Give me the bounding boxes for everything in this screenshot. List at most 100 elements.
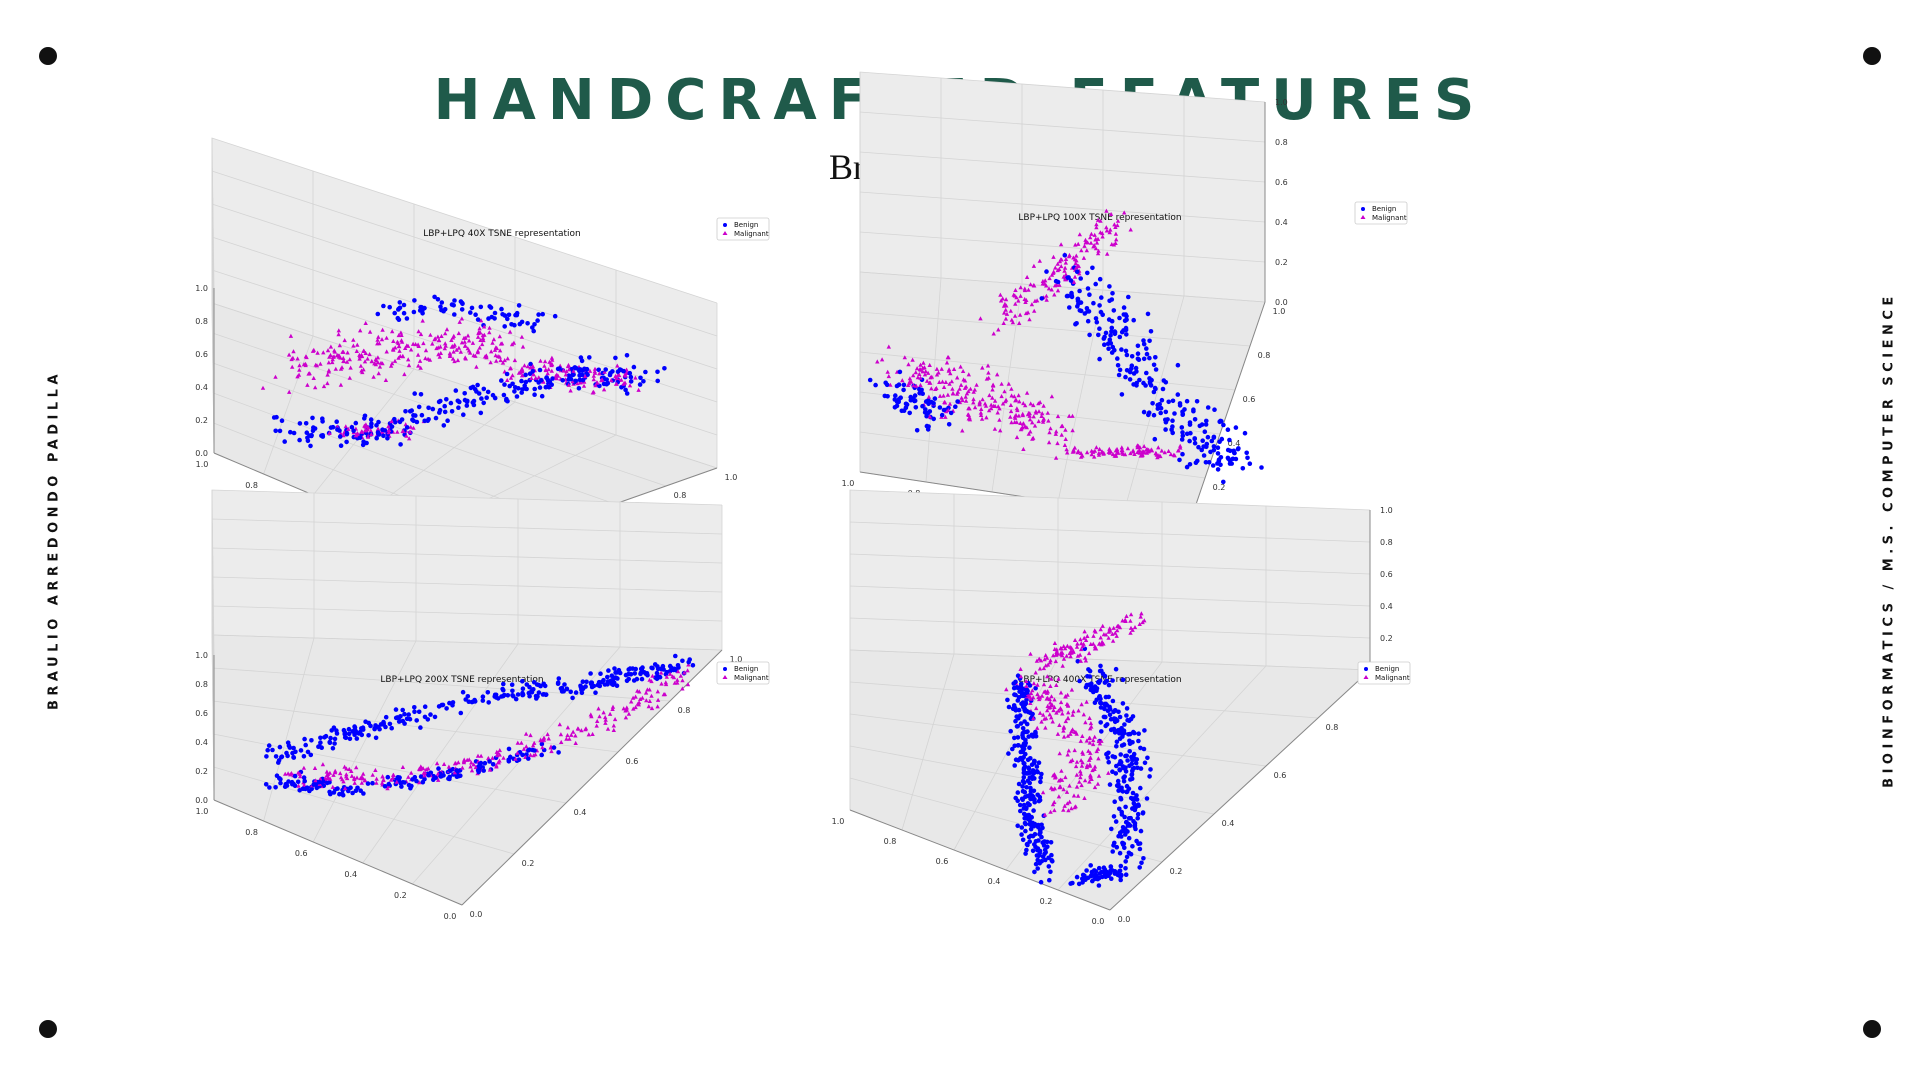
malignant-point bbox=[1094, 225, 1099, 230]
benign-point bbox=[1132, 824, 1138, 830]
benign-point bbox=[1104, 678, 1110, 684]
benign-point bbox=[318, 740, 323, 745]
malignant-point bbox=[593, 383, 598, 388]
malignant-point bbox=[1072, 274, 1078, 279]
benign-point bbox=[527, 684, 532, 690]
malignant-point bbox=[454, 347, 459, 352]
malignant-point bbox=[911, 383, 916, 388]
benign-point bbox=[342, 735, 348, 740]
malignant-point bbox=[1037, 666, 1043, 671]
benign-point bbox=[1067, 305, 1072, 310]
malignant-point bbox=[1072, 637, 1078, 642]
malignant-point bbox=[1048, 809, 1053, 814]
malignant-point bbox=[1096, 773, 1102, 778]
malignant-point bbox=[1013, 287, 1018, 292]
malignant-point bbox=[1055, 288, 1061, 293]
benign-point bbox=[267, 785, 272, 790]
benign-point bbox=[1150, 401, 1155, 406]
malignant-point bbox=[1014, 295, 1019, 300]
benign-point bbox=[1107, 337, 1113, 343]
malignant-point bbox=[597, 714, 602, 719]
chart-400x: 0.00.00.00.20.20.20.40.40.40.60.60.60.80… bbox=[832, 489, 1411, 926]
malignant-point bbox=[1017, 399, 1022, 404]
benign-point bbox=[1117, 714, 1123, 720]
benign-point bbox=[368, 723, 373, 729]
benign-point bbox=[1142, 728, 1147, 733]
malignant-point bbox=[963, 394, 968, 399]
malignant-point bbox=[995, 372, 1000, 377]
benign-point bbox=[372, 726, 377, 732]
benign-point bbox=[1078, 308, 1084, 314]
malignant-point bbox=[927, 414, 932, 419]
benign-point bbox=[1023, 851, 1028, 856]
benign-point bbox=[277, 744, 283, 750]
malignant-point bbox=[473, 765, 478, 770]
malignant-point bbox=[452, 770, 457, 775]
benign-point bbox=[514, 394, 520, 399]
benign-point bbox=[1192, 417, 1198, 422]
benign-point bbox=[955, 399, 960, 404]
benign-point bbox=[519, 378, 524, 384]
malignant-point bbox=[1075, 263, 1080, 268]
benign-point bbox=[624, 391, 630, 396]
malignant-point bbox=[1049, 676, 1054, 681]
benign-point bbox=[1012, 763, 1017, 768]
benign-point bbox=[360, 725, 366, 730]
malignant-point bbox=[1059, 707, 1064, 712]
benign-point bbox=[1119, 743, 1125, 748]
benign-point bbox=[303, 742, 308, 748]
benign-point bbox=[1215, 467, 1221, 472]
malignant-point bbox=[403, 345, 408, 350]
malignant-point bbox=[465, 757, 470, 762]
malignant-point bbox=[1088, 773, 1093, 778]
corner-dot-bottom-left bbox=[39, 1020, 57, 1038]
malignant-point bbox=[1079, 647, 1084, 652]
malignant-point bbox=[1046, 418, 1051, 423]
benign-point bbox=[472, 697, 477, 703]
benign-point bbox=[328, 735, 333, 741]
malignant-point bbox=[377, 341, 382, 346]
benign-point bbox=[1117, 830, 1123, 835]
malignant-point bbox=[1078, 775, 1083, 780]
malignant-point bbox=[1082, 655, 1088, 660]
benign-point bbox=[1114, 763, 1119, 769]
malignant-point bbox=[960, 398, 965, 403]
right-pane bbox=[850, 490, 1370, 670]
benign-point bbox=[1210, 463, 1216, 468]
malignant-point bbox=[1016, 298, 1021, 303]
benign-point bbox=[1195, 458, 1200, 464]
malignant-point bbox=[519, 740, 524, 745]
malignant-point bbox=[444, 327, 450, 332]
malignant-point bbox=[1021, 446, 1026, 451]
malignant-point bbox=[1085, 633, 1090, 638]
malignant-point bbox=[301, 765, 307, 770]
malignant-point bbox=[325, 348, 331, 353]
malignant-point bbox=[398, 330, 404, 335]
benign-point bbox=[901, 408, 907, 413]
malignant-point bbox=[1059, 424, 1064, 429]
malignant-point bbox=[373, 767, 378, 772]
benign-point bbox=[1040, 825, 1045, 831]
malignant-point bbox=[1084, 765, 1090, 770]
benign-point bbox=[416, 709, 422, 715]
malignant-point bbox=[1078, 738, 1083, 743]
malignant-point bbox=[980, 397, 985, 402]
benign-point bbox=[1130, 768, 1135, 774]
malignant-point bbox=[1137, 621, 1142, 626]
benign-point bbox=[1128, 777, 1133, 782]
malignant-point bbox=[395, 339, 400, 344]
grid-line bbox=[1057, 289, 1104, 503]
benign-point bbox=[321, 779, 326, 784]
benign-point bbox=[277, 428, 283, 434]
malignant-point bbox=[1024, 683, 1029, 688]
benign-point bbox=[290, 750, 295, 756]
malignant-point bbox=[1046, 440, 1052, 445]
benign-point bbox=[1044, 269, 1049, 274]
benign-point bbox=[1035, 769, 1040, 775]
malignant-point bbox=[623, 715, 629, 720]
benign-point bbox=[1097, 303, 1102, 308]
benign-point bbox=[442, 307, 448, 312]
malignant-point bbox=[386, 430, 391, 435]
benign-point bbox=[301, 775, 307, 780]
malignant-point bbox=[1087, 715, 1092, 720]
